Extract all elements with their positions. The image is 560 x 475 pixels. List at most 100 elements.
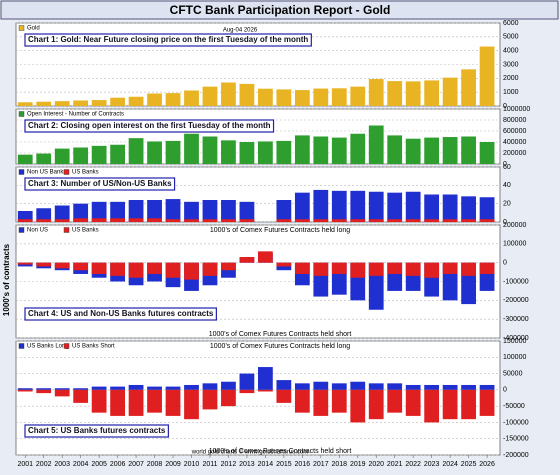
bar (387, 389, 403, 413)
bar (165, 199, 181, 222)
bar (36, 153, 52, 164)
x-tick-label: 2005 (91, 461, 107, 468)
legend-label: US Banks (72, 228, 99, 234)
bar (368, 389, 384, 420)
bar (313, 136, 329, 164)
bar (276, 219, 292, 222)
bar (17, 219, 33, 222)
y-tick-label: 6000 (503, 20, 519, 27)
bar (479, 262, 495, 274)
bar (461, 136, 476, 164)
bar (221, 389, 236, 407)
bar (442, 219, 458, 222)
bar (17, 262, 33, 265)
bar (110, 97, 125, 106)
bar (424, 262, 440, 278)
bar (239, 257, 255, 263)
bar (202, 389, 218, 410)
bar (36, 388, 52, 390)
x-tick-label: 2010 (184, 461, 200, 468)
bar (461, 389, 476, 420)
chart-title: Chart 4: US and Non-US Banks futures con… (28, 309, 214, 318)
x-tick-label: 2022 (405, 461, 421, 468)
page-title: CFTC Bank Participation Report - Gold (170, 3, 391, 17)
y-tick-label: 20 (503, 201, 511, 208)
bar (147, 389, 162, 413)
bar (368, 262, 384, 276)
bar (36, 262, 52, 267)
bar (239, 201, 255, 222)
legend-swatch (18, 227, 25, 233)
bar (128, 262, 144, 278)
bar (313, 262, 329, 276)
y-tick-label: 400000 (503, 139, 526, 146)
annotation: 1000's of Comex Futures Contracts held l… (210, 343, 350, 350)
bar (165, 262, 181, 278)
bar (479, 389, 495, 416)
y-tick-label: 100000 (503, 354, 526, 361)
bar (110, 386, 125, 390)
bar (294, 262, 310, 274)
bar (331, 383, 347, 390)
x-tick-label: 2021 (387, 461, 403, 468)
source-note: world gold charts © www.goldchartsrus.co… (191, 449, 308, 456)
y-tick-label: 0 (503, 161, 507, 168)
x-tick-label: 2003 (54, 461, 70, 468)
bar (128, 200, 144, 222)
bar (91, 389, 107, 413)
bar (350, 262, 366, 278)
bar (165, 219, 181, 222)
bar (368, 219, 384, 222)
bar (276, 89, 292, 106)
bar (313, 219, 329, 222)
bar (17, 389, 33, 392)
annotation: 1000's of Comex Futures Contracts held s… (209, 331, 352, 338)
x-tick-label: 2012 (221, 461, 237, 468)
bar (276, 262, 292, 267)
x-tick-label: 2024 (442, 461, 458, 468)
y-tick-label: 4000 (503, 48, 519, 55)
bar (479, 46, 495, 106)
y-tick-label: 3000 (503, 61, 519, 68)
x-tick-label: 2001 (17, 461, 33, 468)
bar (91, 100, 107, 106)
y-tick-label: 0 (503, 103, 507, 110)
bar (165, 93, 181, 106)
bar (73, 218, 89, 222)
chart-title-box (24, 424, 169, 438)
bar (221, 219, 236, 222)
bar (73, 100, 89, 106)
y-tick-label: 100000 (503, 241, 526, 248)
bar (221, 140, 236, 164)
x-tick-label: 2007 (128, 461, 144, 468)
bar (184, 201, 199, 222)
bar (73, 262, 89, 271)
bar (461, 196, 476, 222)
bar (54, 148, 70, 164)
bar (258, 251, 273, 263)
bar (54, 389, 70, 397)
bar (36, 208, 52, 222)
bar (479, 384, 495, 390)
bar (17, 388, 33, 390)
bar (313, 389, 329, 416)
bar (294, 389, 310, 413)
bar (368, 79, 384, 106)
bar (73, 147, 89, 164)
chart-title: Chart 2: Closing open interest on the fi… (28, 121, 271, 130)
chart-title-box (24, 177, 176, 191)
bar (54, 219, 70, 222)
bar (239, 219, 255, 222)
bar (331, 137, 347, 164)
chart-title: Chart 3: Number of US/Non-US Banks (28, 179, 172, 188)
bar (239, 389, 255, 394)
chart-title: Chart 1: Gold: Near Future closing price… (28, 35, 308, 44)
bar (110, 218, 125, 222)
bar (350, 389, 366, 423)
bar (184, 262, 199, 280)
legend-swatch (63, 343, 70, 349)
bar (128, 138, 144, 164)
bar (276, 389, 292, 403)
bar (239, 142, 255, 164)
